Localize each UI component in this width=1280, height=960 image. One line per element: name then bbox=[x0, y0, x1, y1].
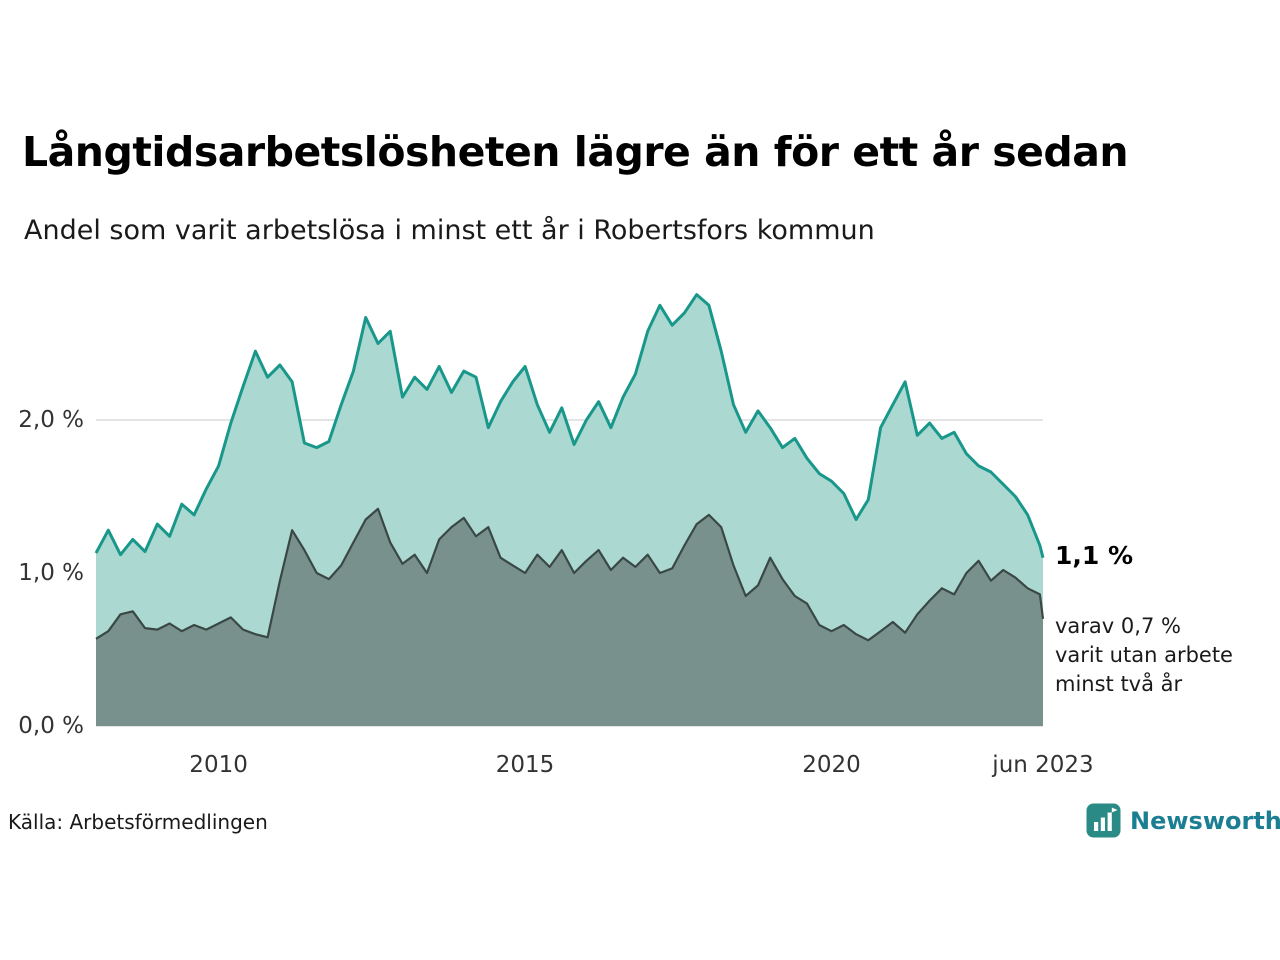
annotation-detail: varav 0,7 % varit utan arbete minst två … bbox=[1055, 614, 1233, 696]
brand-name: Newsworthy bbox=[1130, 806, 1280, 835]
x-tick-label: 2010 bbox=[189, 752, 248, 778]
page-title: Långtidsarbetslösheten lägre än för ett … bbox=[22, 128, 1129, 176]
x-tick-label: 2020 bbox=[802, 752, 861, 778]
x-tick-label: 2015 bbox=[495, 752, 555, 778]
brand-logo: Newsworthy bbox=[1086, 803, 1280, 838]
y-tick-label: 1,0 % bbox=[18, 560, 84, 587]
line-series-1 bbox=[95, 507, 1045, 642]
y-tick-label: 0,0 % bbox=[18, 713, 84, 739]
y-tick-label: 2,0 % bbox=[18, 407, 84, 434]
source-attribution: Källa: Arbetsförmedlingen bbox=[8, 810, 268, 834]
newsworthy-logo-icon bbox=[1086, 803, 1121, 838]
x-tick-label: jun 2023 bbox=[992, 752, 1094, 778]
chart-subtitle: Andel som varit arbetslösa i minst ett å… bbox=[24, 215, 875, 246]
annotation-latest-value: 1,1 % bbox=[1055, 540, 1134, 570]
area-series-1 bbox=[96, 508, 1043, 726]
line-series-0 bbox=[94, 293, 1045, 559]
